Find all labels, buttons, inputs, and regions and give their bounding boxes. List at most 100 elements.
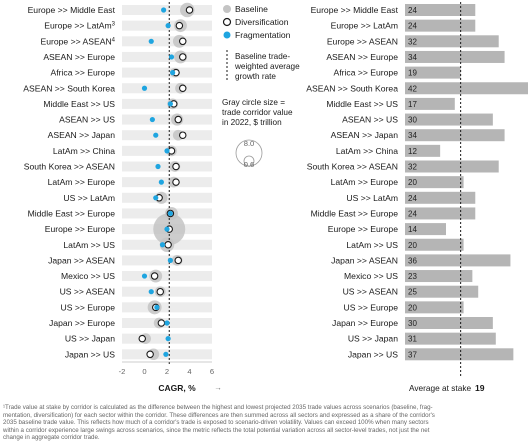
bar-asean-us [405,113,493,126]
fragmentation-point-latam-us [159,242,166,248]
x-tick--2: -2 [119,367,126,376]
row-stripe-us-asean [122,286,212,297]
left-label-superscript-europe-latam: 3 [112,22,116,28]
left-label-asean-south-korea: ASEAN >> South Korea [23,83,115,93]
legend-fragmentation-marker [223,31,231,39]
bar-latam-europe [405,176,464,189]
right-label-asean-south-korea: ASEAN >> South Korea [306,83,398,93]
row-stripe-middle-east-us [122,98,212,109]
row-stripe-africa-europe [122,67,212,78]
right-label-us-europe: US >> Europe [344,302,399,312]
fragmentation-point-europe-asean [148,38,154,44]
bar-value-latam-europe: 20 [408,178,417,187]
bar-value-europe-asean: 32 [408,37,417,46]
fragmentation-point-asean-japan [153,132,159,138]
bar-asean-europe [405,50,505,63]
row-stripe-asean-europe [122,51,212,62]
right-label-us-latam: US >> LatAm [346,193,398,203]
diversification-point-mexico-us [150,272,159,280]
left-label-latam-us: LatAm >> US [63,240,115,250]
bar-japan-europe [405,317,493,329]
left-label-asean-japan: ASEAN >> Japan [48,130,116,140]
row-stripe-asean-japan [122,130,212,141]
right-label-europe-latam: Europe >> LatAm [331,21,398,31]
left-label-text-europe-latam: Europe >> LatAm [44,21,111,31]
right-label-japan-europe: Japan >> Europe [332,318,398,328]
footnote-line-2: mentation, diversification) for each sec… [3,411,435,419]
footnote-line-5: change in aggregate corridor trade. [3,434,100,442]
bar-value-middle-east-europe: 24 [408,209,417,218]
fragmentation-point-africa-europe [170,70,176,76]
bar-asean-south-korea [405,82,528,95]
bar-value-south-korea-asean: 32 [408,163,417,172]
growth-note-line-3: growth rate [235,72,276,81]
right-label-south-korea-asean: South Korea >> ASEAN [307,162,398,172]
bar-value-latam-us: 20 [408,241,417,250]
bar-africa-europe [405,66,461,79]
left-label-europe-europe: Europe >> Europe [45,224,115,234]
diversification-point-us-asean [156,287,165,296]
row-stripe-japan-asean [122,255,212,266]
size-note-line-2: trade corridor value [222,108,293,117]
footnote-line-4: within a corridor experience large swing… [3,426,430,434]
fragmentation-point-mexico-us [141,273,148,279]
fragmentation-point-japan-us [163,351,169,357]
bar-value-us-japan: 31 [408,335,417,344]
legend: Baseline Diversification Fragmentation B… [222,4,300,169]
left-label-text-europe-asean: Europe >> ASEAN [40,36,111,46]
bar-value-africa-europe: 19 [408,69,417,78]
legend-diversification-marker [222,17,232,27]
fragmentation-point-asean-south-korea [141,85,148,91]
x-tick-0: 0 [142,367,146,376]
left-label-us-asean: US >> ASEAN [60,287,115,297]
bar-value-europe-europe: 14 [408,225,417,234]
size-note-line-3: in 2022, $ trillion [222,118,282,127]
left-label-latam-china: LatAm >> China [53,146,115,156]
fragmentation-point-europe-europe [164,226,170,232]
legend-baseline-marker [223,5,231,13]
size-legend-small-circle [243,155,255,167]
left-label-us-japan: US >> Japan [65,334,115,344]
diversification-point-europe-latam [175,21,184,30]
row-stripe-europe-asean [122,36,212,47]
average-at-stake-value: 19 [475,383,485,393]
bar-japan-us [405,348,514,361]
fragmentation-point-latam-china [164,148,170,154]
fragmentation-point-us-latam [153,195,159,201]
row-stripe-south-korea-asean [122,161,212,172]
diversification-point-japan-us [146,350,154,359]
fragmentation-point-us-asean [148,289,154,295]
diversification-point-asean-japan [179,131,187,139]
left-label-latam-europe: LatAm >> Europe [48,177,116,187]
bar-us-latam [405,191,476,204]
right-label-europe-asean: Europe >> ASEAN [327,36,398,46]
bar-value-japan-asean: 36 [408,256,417,265]
bar-value-asean-japan: 34 [408,131,417,140]
bar-value-latam-china: 12 [408,147,417,156]
diversification-point-south-korea-asean [172,162,180,171]
left-label-japan-us: Japan >> US [65,349,115,359]
bar-us-asean [405,285,479,298]
bar-asean-japan [405,129,505,142]
fragmentation-point-us-japan [165,336,171,342]
fragmentation-point-europe-latam [165,23,171,29]
left-label-europe-asean: Europe >> ASEAN4 [40,36,115,46]
bar-mexico-us [405,270,473,283]
bar-value-us-latam: 24 [408,194,417,203]
bar-middle-east-us [405,97,455,110]
right-label-japan-us: Japan >> US [348,349,398,359]
left-label-superscript-europe-asean: 4 [112,37,116,43]
bar-value-middle-east-us: 17 [408,100,417,109]
legend-diversification-label: Diversification [235,17,289,27]
bar-value-europe-latam: 24 [408,22,417,31]
x-axis-arrow: → [214,383,222,392]
diversification-point-europe-asean [179,37,187,46]
diversification-point-latam-europe [172,178,180,186]
trade-at-stake-bars: Europe >> Middle East 24 Europe >> LatAm 24… [306,2,528,393]
left-label-japan-europe: Japan >> Europe [49,318,115,328]
bar-us-japan [405,332,496,345]
right-label-latam-china: LatAm >> China [336,146,398,156]
fragmentation-point-latam-europe [158,179,164,185]
left-label-asean-us: ASEAN >> US [59,115,115,125]
